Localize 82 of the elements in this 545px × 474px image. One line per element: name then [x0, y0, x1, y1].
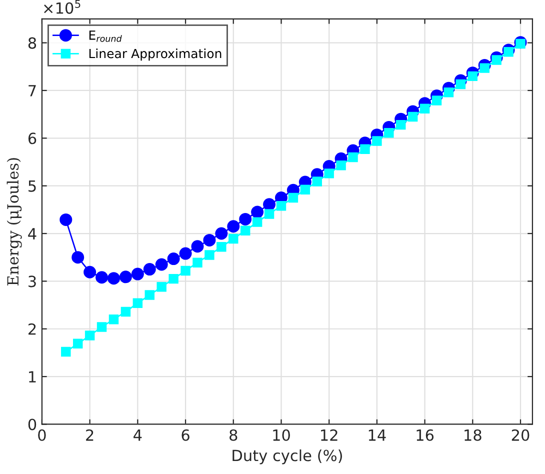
x-tick-label: 4	[134, 430, 142, 441]
point	[84, 330, 95, 340]
y-tick-label: 1	[29, 371, 36, 382]
point	[348, 152, 358, 162]
point	[288, 192, 298, 203]
x-tick-label: 0	[38, 429, 46, 441]
x-tick-label: 10	[273, 429, 290, 441]
point	[504, 46, 514, 57]
point	[336, 160, 346, 170]
point	[263, 198, 276, 211]
point	[396, 120, 406, 130]
point	[252, 217, 262, 227]
point	[72, 338, 83, 349]
point	[408, 112, 418, 122]
point	[131, 268, 144, 280]
text: ×10$^{5}$	[44, 0, 80, 14]
y-tick-label: 7	[28, 85, 36, 96]
point	[60, 213, 72, 226]
point	[191, 240, 204, 253]
y-tick-label: 2	[28, 323, 36, 335]
point	[155, 258, 168, 271]
point	[420, 104, 430, 114]
point	[312, 176, 322, 186]
point	[444, 88, 454, 98]
point	[432, 96, 442, 106]
point	[372, 136, 382, 146]
point	[167, 252, 180, 266]
legend-label: Linear Approximation	[89, 48, 222, 61]
y-tick-label: 4	[28, 228, 36, 240]
point	[468, 71, 478, 82]
point	[492, 55, 502, 65]
point	[276, 201, 286, 211]
point	[72, 251, 84, 264]
point	[179, 247, 192, 260]
y-tick-label: 6	[28, 132, 36, 144]
point	[61, 346, 71, 357]
point	[119, 270, 132, 284]
point	[480, 63, 490, 73]
point	[143, 263, 156, 276]
point	[96, 271, 108, 284]
x-tick-label: 8	[230, 429, 238, 441]
point	[240, 226, 250, 236]
x-tick-label: 18	[464, 429, 482, 441]
x-axis-title: Duty cycle (%)	[232, 449, 342, 464]
point	[251, 206, 264, 218]
y-tick-label: 3	[28, 276, 36, 288]
x-tick-label: 2	[86, 429, 94, 441]
point	[180, 266, 190, 276]
x-tick-label: 14	[368, 430, 386, 441]
point	[300, 184, 310, 195]
point	[215, 227, 228, 240]
point	[120, 306, 131, 317]
point	[84, 266, 96, 278]
point	[204, 250, 214, 260]
y-axis-title: Energy (μJoules)	[6, 158, 22, 286]
point	[108, 314, 119, 324]
x-tick-label: 6	[182, 429, 190, 441]
x-tick-label: 12	[321, 429, 338, 441]
point	[132, 298, 143, 308]
point	[324, 168, 334, 178]
point	[203, 234, 216, 246]
x-tick-label: 16	[416, 429, 434, 441]
point	[107, 272, 120, 285]
point	[264, 209, 274, 219]
point	[239, 212, 252, 226]
point	[156, 282, 166, 292]
point	[228, 234, 238, 244]
point	[456, 79, 466, 90]
y-tick-label: 0	[28, 418, 36, 430]
point	[192, 258, 202, 268]
legend-label: E$_{round}$	[89, 30, 122, 42]
point	[516, 38, 526, 49]
y-tick-label: 8	[28, 37, 36, 49]
point	[360, 144, 370, 154]
point	[96, 322, 107, 332]
point	[384, 128, 394, 138]
point	[168, 274, 178, 284]
point	[144, 290, 154, 300]
point	[216, 242, 226, 252]
x-tick-label: 20	[512, 429, 530, 441]
y-tick-label: 5	[28, 180, 36, 192]
point	[227, 220, 240, 233]
